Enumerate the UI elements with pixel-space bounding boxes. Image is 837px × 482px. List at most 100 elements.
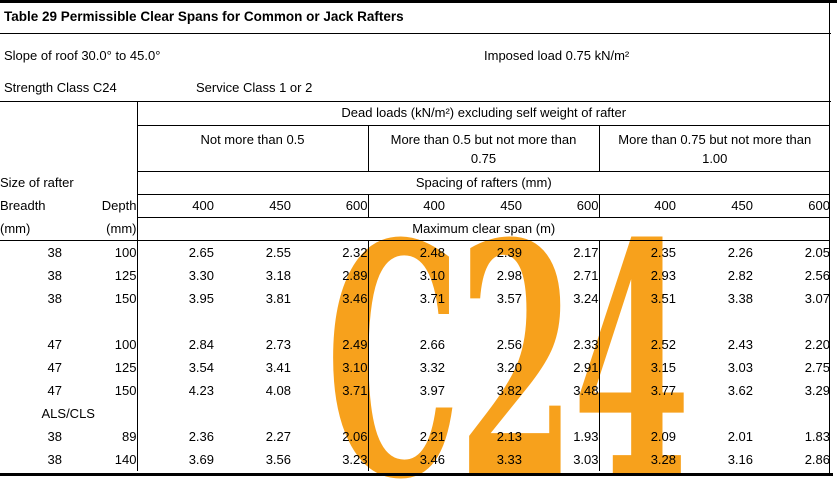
span-cell: 2.98 bbox=[496, 267, 522, 283]
span-cell bbox=[676, 310, 753, 333]
span-cell bbox=[291, 310, 368, 333]
spacing-col-header: 400 bbox=[136, 194, 214, 218]
span-cell: 2.26 bbox=[727, 244, 753, 260]
depth-header: Depth bbox=[101, 198, 137, 213]
span-cell: 3.71 bbox=[367, 286, 445, 310]
span-cell bbox=[445, 310, 522, 333]
depth-cell: 100 bbox=[114, 244, 137, 260]
span-cell: 3.16 bbox=[727, 451, 753, 467]
table-bottom-border bbox=[0, 473, 833, 476]
span-cell: 2.43 bbox=[727, 336, 753, 352]
span-cell bbox=[522, 310, 599, 333]
spacing-col-header: 450 bbox=[445, 194, 522, 218]
span-cell: 3.56 bbox=[265, 451, 291, 467]
span-cell bbox=[214, 310, 291, 333]
span-cell: 2.09 bbox=[598, 424, 676, 448]
span-cell: 2.01 bbox=[727, 428, 753, 444]
breadth-cell: 47 bbox=[47, 382, 62, 398]
span-cell: 2.06 bbox=[342, 428, 368, 444]
span-cell: 2.39 bbox=[496, 244, 522, 260]
span-cell: 3.54 bbox=[136, 355, 214, 379]
depth-cell: 150 bbox=[114, 382, 137, 398]
span-cell: 2.73 bbox=[265, 336, 291, 352]
span-cell: 3.03 bbox=[573, 451, 599, 467]
max-clear-span-header: Maximum clear span (m) bbox=[136, 217, 830, 241]
span-cell bbox=[214, 402, 291, 425]
span-cell: 2.35 bbox=[598, 240, 676, 264]
table-row: 38 100 2.65 2.55 2.32 2.48 2.39 2.17 2.35 2.26 2.0… bbox=[0, 240, 830, 264]
spacer-row bbox=[0, 309, 830, 333]
spacing-col-header: 600 bbox=[753, 194, 830, 218]
spacing-col-header: 450 bbox=[676, 194, 753, 218]
span-cell: 3.10 bbox=[367, 263, 445, 287]
span-cell: 3.51 bbox=[598, 286, 676, 310]
span-cell: 3.82 bbox=[496, 382, 522, 398]
span-cell: 2.91 bbox=[573, 359, 599, 375]
span-cell bbox=[676, 402, 753, 425]
span-cell: 3.41 bbox=[265, 359, 291, 375]
section-label: ALS/CLS bbox=[41, 405, 95, 421]
strength-class: Strength Class C24 bbox=[4, 80, 117, 95]
load-group-3: More than 0.75 but not more than 1.00 bbox=[598, 125, 830, 172]
table-row: 38 89 2.36 2.27 2.06 2.21 2.13 1.93 2.09 2.01 1.83 bbox=[0, 424, 830, 448]
table-row: 38 140 3.69 3.56 3.23 3.46 3.33 3.03 3.28 3.16 2.8… bbox=[0, 447, 830, 471]
breadth-cell: 38 bbox=[47, 451, 62, 467]
span-cell: 2.13 bbox=[496, 428, 522, 444]
span-cell: 3.18 bbox=[265, 267, 291, 283]
spacing-col-header: 600 bbox=[522, 194, 599, 218]
span-cell bbox=[753, 310, 830, 333]
span-cell: 3.23 bbox=[342, 451, 368, 467]
table-row: 47 125 3.54 3.41 3.10 3.32 3.20 2.91 3.15 3.03 2.7… bbox=[0, 355, 830, 379]
span-cell: 3.71 bbox=[342, 382, 368, 398]
column-headers-row: Breadth Depth 400 450 600 400 450 600 40… bbox=[0, 194, 830, 218]
span-cell: 2.21 bbox=[367, 424, 445, 448]
depth-cell: 150 bbox=[114, 290, 137, 306]
span-cell: 2.75 bbox=[804, 359, 830, 375]
span-cell: 2.33 bbox=[573, 336, 599, 352]
span-cell bbox=[367, 309, 445, 333]
depth-cell: 89 bbox=[122, 428, 137, 444]
span-cell: 3.07 bbox=[804, 290, 830, 306]
table-right-border bbox=[829, 0, 830, 476]
span-cell: 2.56 bbox=[496, 336, 522, 352]
span-cell: 3.81 bbox=[265, 290, 291, 306]
span-cell: 2.27 bbox=[265, 428, 291, 444]
spacing-col-header: 400 bbox=[598, 194, 676, 218]
section-label-row: ALS/CLS bbox=[0, 401, 830, 425]
breadth-cell: 38 bbox=[47, 244, 62, 260]
load-group-2: More than 0.5 but not more than 0.75 bbox=[367, 125, 599, 172]
spacing-col-header: 400 bbox=[367, 194, 445, 218]
span-cell: 3.62 bbox=[727, 382, 753, 398]
span-cell: 2.55 bbox=[265, 244, 291, 260]
span-cell: 2.36 bbox=[136, 424, 214, 448]
span-cell: 2.05 bbox=[804, 244, 830, 260]
depth-unit: (mm) bbox=[62, 217, 137, 241]
span-cell: 4.23 bbox=[136, 378, 214, 402]
depth-cell: 125 bbox=[114, 359, 137, 375]
depth-cell: 125 bbox=[114, 267, 137, 283]
spacing-col-header: 450 bbox=[214, 194, 291, 218]
depth-cell: 140 bbox=[114, 451, 137, 467]
depth-cell: 100 bbox=[114, 336, 137, 352]
span-cell: 2.71 bbox=[573, 267, 599, 283]
breadth-cell: 38 bbox=[47, 290, 62, 306]
span-cell: 4.08 bbox=[265, 382, 291, 398]
span-table-body: 38 100 2.65 2.55 2.32 2.48 2.39 2.17 2.35 2.26 2.0… bbox=[0, 240, 830, 471]
span-cell: 3.10 bbox=[342, 359, 368, 375]
span-cell: 3.57 bbox=[496, 290, 522, 306]
roof-slope: Slope of roof 30.0° to 45.0° bbox=[4, 48, 161, 63]
dead-loads-row: Dead loads (kN/m²) excluding self weight… bbox=[0, 101, 830, 126]
span-cell: 3.03 bbox=[727, 359, 753, 375]
span-cell bbox=[753, 402, 830, 425]
span-cell: 3.38 bbox=[727, 290, 753, 306]
breadth-cell: 38 bbox=[47, 428, 62, 444]
span-cell: 3.33 bbox=[496, 451, 522, 467]
span-cell bbox=[136, 401, 214, 425]
spacing-row: Size of rafter Spacing of rafters (mm) bbox=[0, 171, 830, 195]
breadth-cell bbox=[0, 310, 62, 333]
dead-loads-header: Dead loads (kN/m²) excluding self weight… bbox=[136, 101, 830, 126]
span-cell bbox=[598, 401, 676, 425]
span-cell: 3.28 bbox=[598, 447, 676, 471]
load-groups-row: Not more than 0.5 More than 0.5 but not … bbox=[0, 125, 830, 172]
